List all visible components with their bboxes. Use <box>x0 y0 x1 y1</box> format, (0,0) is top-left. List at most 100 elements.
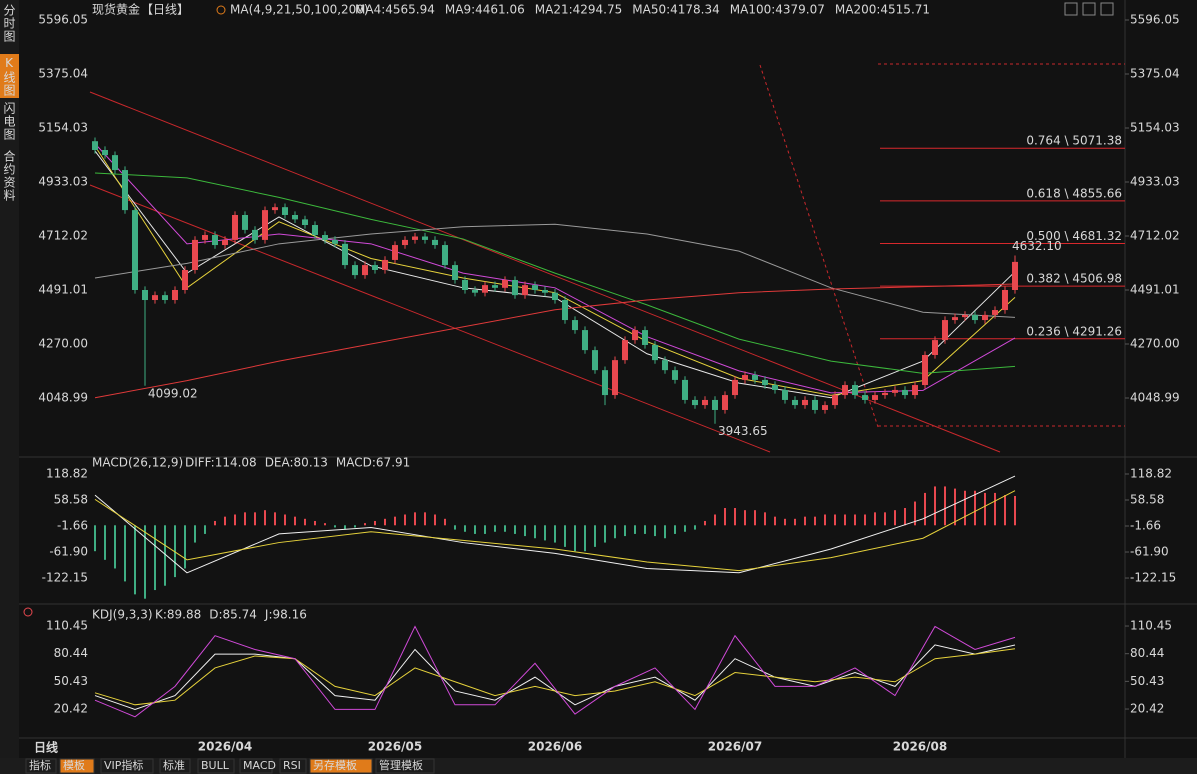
icon[interactable] <box>1082 2 1096 16</box>
toolbar-label[interactable]: RSI <box>283 759 301 772</box>
toolbar-button[interactable] <box>159 758 191 774</box>
add-icon[interactable] <box>216 5 226 15</box>
y-tick-label: 5596.05 <box>38 13 88 27</box>
high-annotation: 4632.10 <box>1012 239 1062 253</box>
toolbar-button[interactable] <box>197 758 235 774</box>
sidebar-tab[interactable]: 分时图 <box>2 4 16 43</box>
macd-bar <box>794 518 796 526</box>
candle-body <box>982 314 988 321</box>
macd-bar <box>624 525 626 537</box>
macd-bar <box>954 488 956 526</box>
candle-body <box>452 265 458 280</box>
candle-body <box>352 265 358 276</box>
icon[interactable] <box>1064 2 1078 16</box>
macd-bar <box>144 525 146 599</box>
candle-body <box>912 385 918 396</box>
candle-body <box>492 285 498 288</box>
toolbar-button[interactable] <box>59 758 95 774</box>
sidebar-tab[interactable]: 合约资料 <box>2 149 16 202</box>
macd-bar <box>594 525 596 547</box>
macd-bar <box>324 523 326 526</box>
macd-bar <box>984 492 986 526</box>
macd-bar <box>444 518 446 526</box>
macd-bar <box>374 520 376 526</box>
candle-body <box>582 330 588 351</box>
y-tick-label: 110.45 <box>46 619 88 633</box>
candle-body <box>822 405 828 410</box>
toolbar-button[interactable] <box>279 758 307 774</box>
macd-bar <box>944 486 946 526</box>
macd-legend: DEA:80.13 <box>265 456 328 470</box>
icon[interactable] <box>1100 2 1114 16</box>
y-tick-label-right: 80.44 <box>1130 646 1164 660</box>
ma-line <box>94 143 1016 394</box>
toolbar-label[interactable]: MACD <box>243 759 276 772</box>
y-tick-label-right: 58.58 <box>1130 493 1164 507</box>
toolbar-button[interactable] <box>25 758 57 774</box>
macd-bar <box>934 486 936 526</box>
fib-label: 0.236 \ 4291.26 <box>1026 324 1122 338</box>
macd-bar <box>904 508 906 526</box>
macd-bar <box>774 516 776 526</box>
kdj-line <box>94 648 1016 706</box>
macd-bar <box>464 525 466 532</box>
sidebar-tab[interactable]: 闪电图 <box>2 102 16 141</box>
sidebar-tab[interactable]: K线图 <box>2 56 16 97</box>
ma-legend: MA4:4565.94 <box>355 3 435 17</box>
candle-body <box>462 279 468 291</box>
macd-title: MACD(26,12,9) <box>92 456 183 470</box>
y-tick-label: 4712.02 <box>38 228 88 242</box>
toolbar-label[interactable]: BULL <box>201 759 230 772</box>
macd-bar <box>154 525 156 591</box>
candle-body <box>302 219 308 226</box>
candle-body <box>962 314 968 318</box>
macd-bar <box>194 525 196 543</box>
y-tick-label-right: 50.43 <box>1130 674 1164 688</box>
macd-bar <box>684 525 686 532</box>
candle-body <box>472 290 478 293</box>
toolbar-button[interactable] <box>239 758 273 774</box>
toolbar-label[interactable]: 另存模板 <box>313 758 357 772</box>
macd-bar <box>234 514 236 526</box>
ma-legend: MA100:4379.07 <box>730 3 825 17</box>
fib-label: 0.764 \ 5071.38 <box>1026 134 1122 148</box>
toolbar-label[interactable]: 指标 <box>29 758 51 772</box>
candle-body <box>512 279 518 296</box>
macd-bar <box>394 516 396 526</box>
toolbar-button[interactable] <box>309 758 373 774</box>
toolbar-label[interactable]: 模板 <box>63 758 85 772</box>
toolbar-button[interactable] <box>375 758 435 774</box>
macd-bar <box>134 525 136 595</box>
macd-bar <box>114 525 116 569</box>
candle-body <box>412 236 418 240</box>
candle-body <box>622 340 628 361</box>
candle-body <box>652 344 658 361</box>
macd-bar <box>634 525 636 534</box>
candle-body <box>322 235 328 240</box>
y-tick-label-right: -61.90 <box>1130 545 1169 559</box>
candle-body <box>592 350 598 371</box>
toolbar-label[interactable]: 管理模板 <box>379 758 423 772</box>
macd-bar <box>784 518 786 526</box>
macd-line <box>94 490 1016 572</box>
macd-bar <box>454 525 456 530</box>
candle-body <box>722 395 728 410</box>
toolbar-label[interactable]: 标准 <box>163 758 185 772</box>
candle-body <box>382 259 388 270</box>
toolbar-label[interactable]: VIP指标 <box>104 758 143 772</box>
candle-body <box>342 243 348 266</box>
macd-bar <box>894 510 896 526</box>
toolbar-button[interactable] <box>100 758 154 774</box>
period-label[interactable]: 日线 <box>34 740 58 755</box>
candle-body <box>842 385 848 396</box>
macd-bar <box>274 512 276 526</box>
settings-icon[interactable] <box>23 607 33 617</box>
candle-body <box>122 170 128 211</box>
candle-body <box>752 375 758 380</box>
y-tick-label: -1.66 <box>57 519 88 533</box>
candle-body <box>812 399 818 410</box>
macd-bar <box>664 525 666 539</box>
candle-body <box>552 292 558 301</box>
fib-label: 0.500 \ 4681.32 <box>1026 229 1122 243</box>
